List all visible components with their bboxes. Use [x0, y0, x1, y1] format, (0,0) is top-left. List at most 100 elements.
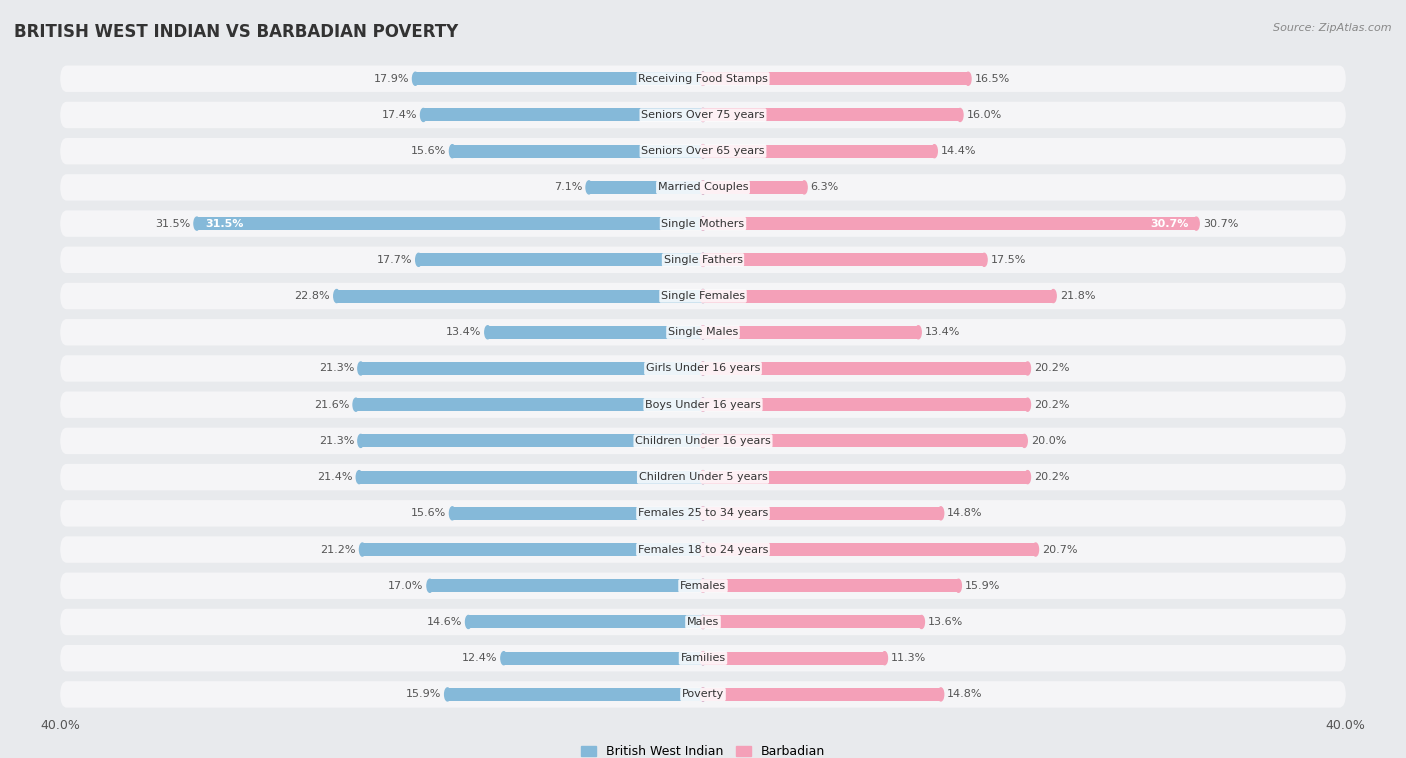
Text: 31.5%: 31.5% [205, 218, 243, 229]
Bar [359, 471, 703, 484]
Circle shape [1050, 290, 1056, 302]
Circle shape [801, 181, 807, 194]
FancyBboxPatch shape [60, 283, 1346, 309]
Text: 21.3%: 21.3% [319, 436, 354, 446]
Circle shape [412, 72, 418, 85]
Text: Seniors Over 65 years: Seniors Over 65 years [641, 146, 765, 156]
FancyBboxPatch shape [60, 681, 1346, 708]
Text: Families: Families [681, 653, 725, 663]
Circle shape [700, 326, 706, 339]
Circle shape [700, 398, 706, 411]
Bar [361, 362, 703, 375]
Bar [589, 181, 703, 194]
FancyBboxPatch shape [60, 138, 1346, 164]
Bar [361, 434, 703, 447]
FancyBboxPatch shape [60, 464, 1346, 490]
Circle shape [700, 688, 706, 701]
Circle shape [700, 108, 706, 121]
Circle shape [700, 72, 706, 85]
Circle shape [700, 398, 706, 411]
Text: Females 18 to 24 years: Females 18 to 24 years [638, 544, 768, 555]
Circle shape [966, 72, 972, 85]
FancyBboxPatch shape [60, 609, 1346, 635]
FancyBboxPatch shape [60, 174, 1346, 201]
FancyBboxPatch shape [60, 356, 1346, 382]
Circle shape [956, 579, 962, 592]
Circle shape [360, 543, 366, 556]
Circle shape [700, 181, 706, 194]
Text: 17.7%: 17.7% [377, 255, 412, 265]
Text: 6.3%: 6.3% [811, 183, 839, 193]
Circle shape [359, 434, 364, 447]
Circle shape [465, 615, 471, 628]
Bar [423, 108, 703, 121]
Legend: British West Indian, Barbadian: British West Indian, Barbadian [581, 745, 825, 758]
FancyBboxPatch shape [60, 391, 1346, 418]
Circle shape [1025, 362, 1031, 375]
Text: Females: Females [681, 581, 725, 590]
Bar [503, 652, 703, 665]
Circle shape [420, 108, 426, 121]
Circle shape [700, 217, 706, 230]
Text: 17.5%: 17.5% [991, 255, 1026, 265]
Text: 20.0%: 20.0% [1031, 436, 1066, 446]
FancyBboxPatch shape [60, 645, 1346, 672]
Circle shape [700, 253, 706, 266]
Circle shape [359, 362, 364, 375]
Text: 20.7%: 20.7% [1042, 544, 1077, 555]
Text: 14.6%: 14.6% [426, 617, 463, 627]
Bar [703, 290, 1053, 302]
Bar [363, 543, 703, 556]
Circle shape [427, 579, 433, 592]
Bar [336, 290, 703, 302]
Circle shape [957, 108, 963, 121]
Circle shape [450, 145, 456, 158]
Text: 15.9%: 15.9% [965, 581, 1000, 590]
Text: Children Under 5 years: Children Under 5 years [638, 472, 768, 482]
Bar [703, 688, 941, 701]
Text: Seniors Over 75 years: Seniors Over 75 years [641, 110, 765, 120]
Circle shape [700, 543, 706, 556]
Circle shape [981, 253, 987, 266]
Circle shape [700, 543, 706, 556]
Bar [703, 471, 1028, 484]
Circle shape [1025, 471, 1031, 484]
Circle shape [444, 688, 450, 701]
Circle shape [700, 579, 706, 592]
Text: 15.6%: 15.6% [411, 509, 446, 518]
Text: Males: Males [688, 617, 718, 627]
Bar [703, 652, 884, 665]
Circle shape [700, 507, 706, 520]
Circle shape [416, 253, 422, 266]
Text: 14.4%: 14.4% [941, 146, 976, 156]
Text: Single Males: Single Males [668, 327, 738, 337]
Circle shape [700, 434, 706, 447]
Text: 17.9%: 17.9% [374, 74, 409, 83]
Circle shape [501, 652, 506, 665]
Text: Single Mothers: Single Mothers [661, 218, 745, 229]
FancyBboxPatch shape [60, 65, 1346, 92]
Circle shape [356, 471, 361, 484]
Text: 20.2%: 20.2% [1033, 364, 1070, 374]
Bar [468, 615, 703, 628]
Bar [197, 217, 703, 230]
Text: 15.9%: 15.9% [406, 690, 441, 700]
Text: Boys Under 16 years: Boys Under 16 years [645, 399, 761, 409]
Bar [447, 688, 703, 701]
Circle shape [1033, 543, 1039, 556]
Text: 20.2%: 20.2% [1033, 472, 1070, 482]
Circle shape [700, 145, 706, 158]
Text: 14.8%: 14.8% [948, 690, 983, 700]
Circle shape [586, 181, 592, 194]
Circle shape [700, 217, 706, 230]
Bar [703, 217, 1197, 230]
Text: 21.2%: 21.2% [321, 544, 356, 555]
Text: 14.8%: 14.8% [948, 509, 983, 518]
Text: 13.6%: 13.6% [928, 617, 963, 627]
Text: 13.4%: 13.4% [446, 327, 481, 337]
Text: BRITISH WEST INDIAN VS BARBADIAN POVERTY: BRITISH WEST INDIAN VS BARBADIAN POVERTY [14, 23, 458, 41]
Circle shape [333, 290, 339, 302]
Text: 21.6%: 21.6% [314, 399, 350, 409]
Bar [703, 72, 969, 85]
Circle shape [938, 688, 943, 701]
